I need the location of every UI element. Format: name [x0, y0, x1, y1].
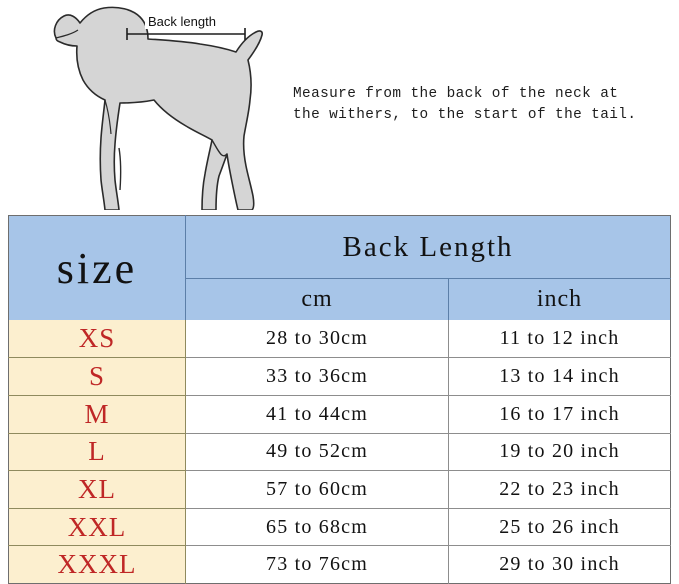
- table-row: XS 28 to 30cm 11 to 12 inch: [8, 320, 671, 359]
- back-length-dimension-line: [126, 28, 246, 40]
- cell-inch: 16 to 17 inch: [448, 395, 671, 434]
- illustration-panel: Back length Measure from the back of the…: [0, 0, 679, 212]
- cell-size: L: [8, 433, 186, 472]
- cell-inch: 25 to 26 inch: [448, 508, 671, 547]
- cell-inch: 13 to 14 inch: [448, 357, 671, 396]
- cell-size: XL: [8, 470, 186, 509]
- cell-size: S: [8, 357, 186, 396]
- dog-silhouette-icon: [53, 6, 263, 210]
- cell-cm: 33 to 36cm: [185, 357, 449, 396]
- header-size: size: [8, 215, 186, 321]
- cell-cm: 41 to 44cm: [185, 395, 449, 434]
- table-row: XL 57 to 60cm 22 to 23 inch: [8, 470, 671, 509]
- cell-cm: 28 to 30cm: [185, 320, 449, 359]
- cell-cm: 73 to 76cm: [185, 545, 449, 584]
- table-row: M 41 to 44cm 16 to 17 inch: [8, 395, 671, 434]
- cell-cm: 57 to 60cm: [185, 470, 449, 509]
- cell-size: XS: [8, 320, 186, 359]
- cell-inch: 29 to 30 inch: [448, 545, 671, 584]
- header-unit-cm: cm: [185, 278, 449, 321]
- table-row: L 49 to 52cm 19 to 20 inch: [8, 433, 671, 472]
- cell-size: M: [8, 395, 186, 434]
- table-row: XXXL 73 to 76cm 29 to 30 inch: [8, 545, 671, 584]
- table-row: XXL 65 to 68cm 25 to 26 inch: [8, 508, 671, 547]
- table-header-row-units: cm inch: [9, 278, 671, 321]
- cell-inch: 19 to 20 inch: [448, 433, 671, 472]
- cell-inch: 11 to 12 inch: [448, 320, 671, 359]
- back-length-label: Back length: [145, 14, 219, 29]
- table-row: S 33 to 36cm 13 to 14 inch: [8, 357, 671, 396]
- cell-cm: 49 to 52cm: [185, 433, 449, 472]
- cell-inch: 22 to 23 inch: [448, 470, 671, 509]
- cell-cm: 65 to 68cm: [185, 508, 449, 547]
- header-unit-inch: inch: [448, 278, 671, 321]
- header-back-length: Back Length: [185, 215, 671, 280]
- table-header-row-primary: size Back Length: [8, 215, 671, 321]
- measure-instruction-text: Measure from the back of the neck at the…: [293, 86, 637, 123]
- size-chart-table: size Back Length cm inch XS 28 to 30cm 1…: [8, 215, 672, 584]
- cell-size: XXL: [8, 508, 186, 547]
- cell-size: XXXL: [8, 545, 186, 584]
